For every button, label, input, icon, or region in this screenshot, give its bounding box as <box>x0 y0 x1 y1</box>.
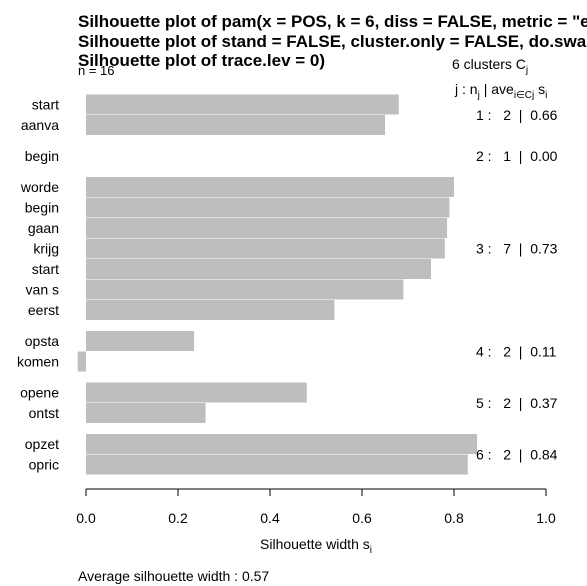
row-label-1-2: aanva <box>21 117 59 133</box>
silhouette-bar-6-1 <box>86 434 477 454</box>
silhouette-bar-3-3 <box>86 218 448 238</box>
silhouette-bar-5-2 <box>86 403 206 423</box>
silhouette-bar-4-1 <box>86 331 195 351</box>
x-tick-label-3: 0.6 <box>352 510 372 526</box>
x-tick-label-5: 1.0 <box>536 510 556 526</box>
silhouette-bar-1-2 <box>86 115 385 135</box>
cluster-summaries-layer: 1 : 2 | 0.66 2 : 1 | 0.00 3 : 7 | 0.73 4 : … <box>476 107 558 463</box>
silhouette-bar-3-7 <box>86 300 335 320</box>
col-ave: | ave <box>480 81 514 97</box>
row-label-1-1: start <box>32 97 59 113</box>
cluster-summary-1: 1 : 2 | 0.66 <box>476 107 558 123</box>
silhouette-bar-5-1 <box>86 382 307 403</box>
average-silhouette-label: Average silhouette width : 0.57 <box>78 568 269 584</box>
x-tick-label-1: 0.2 <box>168 510 188 526</box>
row-label-6-2: opric <box>29 457 59 473</box>
silhouette-bar-3-4 <box>86 238 445 259</box>
silhouette-bar-6-2 <box>86 454 468 475</box>
x-axis: 0.0 0.2 0.4 0.6 0.8 1.0 <box>76 488 556 526</box>
cluster-summary-4: 4 : 2 | 0.11 <box>476 343 557 359</box>
x-tick-label-0: 0.0 <box>76 510 96 526</box>
silhouette-bar-4-2 <box>77 351 86 372</box>
bars-layer <box>77 94 477 475</box>
row-label-5-1: opene <box>20 385 59 401</box>
silhouette-bar-3-5 <box>86 259 431 279</box>
row-label-2-1: begin <box>25 148 59 164</box>
silhouette-bar-3-2 <box>86 197 450 218</box>
row-label-4-2: komen <box>17 354 59 370</box>
row-label-6-1: opzet <box>25 436 59 452</box>
x-tick-label-4: 0.8 <box>444 510 464 526</box>
silhouette-bar-3-6 <box>86 279 404 300</box>
x-axis-title-sub: i <box>370 545 372 556</box>
cluster-summary-5: 5 : 2 | 0.37 <box>476 395 558 411</box>
row-label-3-3: gaan <box>28 220 59 236</box>
n-label: n = 16 <box>78 63 115 78</box>
col-ave-sub: i∈Cj <box>514 90 534 101</box>
columns-header: j : nj | avei∈Cj si <box>454 81 547 101</box>
cluster-summary-3: 3 : 7 | 0.73 <box>476 241 558 257</box>
title-line-3: Silhouette plot of trace.lev = 0) <box>78 51 325 70</box>
row-label-5-2: ontst <box>29 405 59 421</box>
row-label-4-1: opsta <box>25 333 59 349</box>
title-line-1: Silhouette plot of pam(x = POS, k = 6, d… <box>78 12 587 31</box>
row-label-3-6: van s <box>26 282 59 298</box>
silhouette-bar-3-1 <box>86 177 454 197</box>
row-label-3-1: worde <box>20 179 59 195</box>
row-labels-layer: start aanva begin worde begin gaan krijg start v… <box>17 97 59 473</box>
silhouette-bar-1-1 <box>86 94 399 115</box>
cluster-summary-2: 2 : 1 | 0.00 <box>476 148 558 164</box>
title-line-2: Silhouette plot of stand = FALSE, cluste… <box>78 32 587 51</box>
x-tick-label-2: 0.4 <box>260 510 280 526</box>
cluster-summary-6: 6 : 2 | 0.84 <box>476 446 558 462</box>
col-s: s <box>534 81 545 97</box>
x-axis-title: Silhouette width si <box>260 536 372 556</box>
x-axis-title-text: Silhouette width s <box>260 536 370 552</box>
chart-title: Silhouette plot of pam(x = POS, k = 6, d… <box>78 12 587 70</box>
row-label-3-5: start <box>32 261 59 277</box>
col-s-sub: i <box>545 90 547 101</box>
row-label-3-7: eerst <box>28 302 59 318</box>
clusters-header: 6 clusters Cj <box>452 56 528 76</box>
col-j: j : n <box>454 81 478 97</box>
clusters-header-text: 6 clusters C <box>452 56 526 72</box>
row-label-3-2: begin <box>25 200 59 216</box>
row-label-3-4: krijg <box>33 241 59 257</box>
clusters-header-sub: j <box>525 65 528 76</box>
col-j-sub: j <box>477 90 480 101</box>
